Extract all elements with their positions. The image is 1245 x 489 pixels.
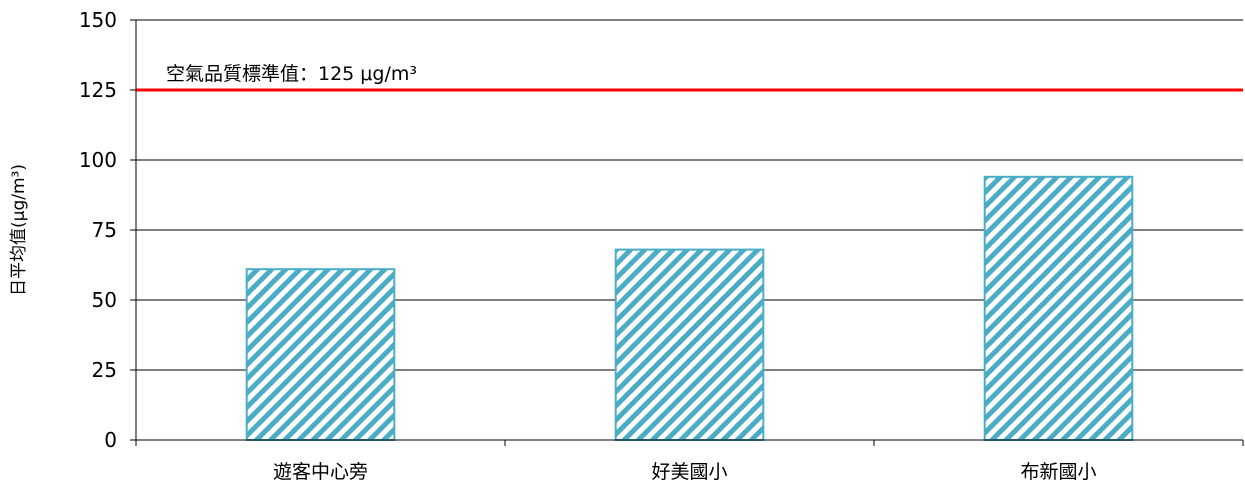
y-tick-label: 125 (79, 78, 117, 102)
y-axis-label: 日平均值(μg/m³) (9, 164, 29, 296)
bar-1 (245, 268, 396, 442)
bar-3 (983, 175, 1134, 442)
reference-line-group: 空氣品質標準值：125 μg/m³ (136, 63, 1243, 92)
axes (130, 19, 1244, 446)
y-tick-label: 0 (104, 428, 117, 452)
bars (245, 175, 1134, 442)
y-tick-label: 75 (92, 218, 117, 242)
bar-2 (614, 248, 765, 441)
x-tick-labels: 遊客中心旁 好美國小 布新國小 (273, 461, 1097, 483)
x-tick-label: 遊客中心旁 (273, 461, 368, 483)
y-tick-labels: 0 25 50 75 100 125 150 (79, 8, 117, 452)
y-tick-label: 100 (79, 148, 117, 172)
y-tick-label: 50 (92, 288, 117, 312)
x-tick-label: 布新國小 (1020, 461, 1096, 483)
y-tick-label: 150 (79, 8, 117, 32)
reference-line-label: 空氣品質標準值：125 μg/m³ (166, 63, 417, 85)
x-tick-label: 好美國小 (651, 461, 727, 483)
y-tick-label: 25 (92, 358, 117, 382)
